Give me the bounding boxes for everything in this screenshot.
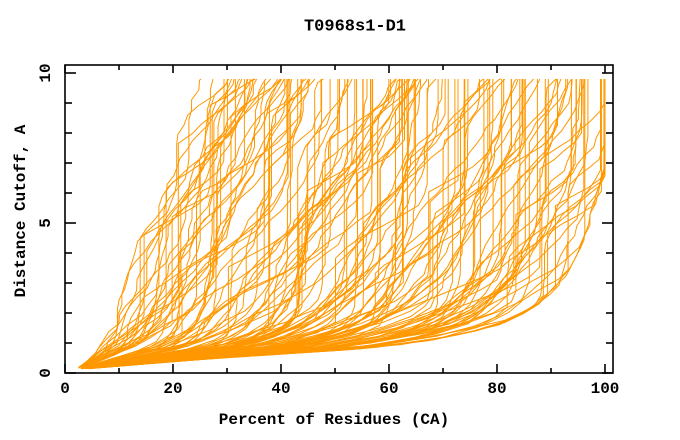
model-curves	[78, 78, 606, 370]
model-curve	[117, 79, 480, 365]
x-tick-label: 60	[379, 380, 399, 398]
model-curve	[124, 79, 526, 366]
model-curve	[92, 78, 562, 369]
model-curve	[105, 78, 534, 368]
model-curve	[106, 79, 505, 367]
model-curve	[85, 79, 390, 369]
model-curve	[131, 79, 605, 366]
y-tick-label: 5	[37, 218, 55, 228]
model-curve	[98, 79, 309, 366]
model-curve	[89, 79, 512, 370]
model-curve	[92, 78, 419, 368]
x-tick-label: 40	[271, 380, 291, 398]
model-curve	[85, 78, 278, 367]
model-curve	[95, 78, 232, 365]
model-curve	[78, 78, 258, 369]
model-curve	[81, 78, 229, 367]
model-curve	[92, 78, 558, 369]
model-curve	[83, 78, 307, 369]
model-curve	[98, 78, 304, 366]
model-curve	[107, 79, 586, 367]
model-curve	[88, 78, 271, 366]
model-curve	[100, 78, 397, 366]
model-curve	[97, 78, 411, 367]
model-curve	[93, 79, 567, 369]
x-tick-label: 0	[60, 380, 70, 398]
model-curve	[90, 79, 601, 369]
model-curve	[82, 79, 289, 369]
model-curve	[90, 79, 392, 368]
model-curve	[87, 79, 485, 369]
model-curve	[93, 78, 293, 366]
model-curve	[119, 78, 573, 367]
model-curve	[78, 78, 230, 368]
model-curve	[98, 78, 428, 368]
model-curve	[103, 79, 364, 365]
model-curve	[82, 79, 251, 366]
model-curve	[99, 78, 401, 365]
model-curve	[123, 79, 569, 366]
model-curve	[82, 79, 254, 370]
axis-box	[64, 64, 614, 374]
axis-ticks	[64, 65, 613, 374]
model-curve	[83, 78, 241, 367]
model-curve	[99, 79, 403, 368]
model-curve	[85, 78, 249, 366]
model-curve	[94, 79, 409, 368]
model-curve	[103, 79, 405, 365]
model-curve	[121, 78, 557, 366]
x-tick-label: 100	[590, 380, 620, 398]
model-curve	[84, 78, 290, 367]
model-curve	[96, 79, 358, 367]
x-axis-label: Percent of Residues (CA)	[218, 411, 450, 429]
model-curve	[120, 79, 546, 367]
model-curve	[81, 79, 214, 370]
model-curve	[97, 79, 572, 368]
model-curve	[118, 79, 469, 365]
model-curve	[99, 79, 573, 368]
model-curve	[98, 79, 421, 367]
model-curve	[117, 79, 602, 367]
model-curve	[105, 79, 443, 366]
model-curve	[81, 78, 235, 368]
model-curve	[107, 79, 459, 367]
model-curve	[90, 78, 267, 365]
model-curve	[110, 79, 416, 366]
x-tick-label: 80	[487, 380, 507, 398]
model-curve	[91, 79, 586, 369]
x-tick-label: 20	[163, 380, 183, 398]
chart-title: T0968s1-D1	[303, 17, 407, 37]
model-curve	[91, 78, 346, 368]
model-curve	[90, 79, 302, 367]
model-curve	[101, 79, 538, 368]
model-curve	[81, 78, 282, 370]
y-axis-label: Distance Cutoff, A	[12, 124, 30, 298]
model-curve	[91, 79, 585, 369]
model-curve	[82, 78, 256, 365]
model-curve	[81, 78, 324, 370]
model-curve	[86, 79, 439, 370]
model-curve	[94, 79, 282, 366]
model-curve	[84, 79, 291, 369]
model-curve	[96, 78, 417, 368]
y-tick-label: 0	[37, 368, 55, 378]
model-curve	[86, 78, 311, 369]
model-curve	[107, 79, 408, 366]
model-curve	[84, 79, 491, 370]
model-curve	[101, 79, 404, 367]
model-curve	[99, 79, 348, 367]
model-curve	[84, 79, 286, 367]
model-curve	[86, 78, 401, 369]
model-curve	[92, 78, 490, 369]
model-curve	[108, 79, 577, 368]
model-curve	[80, 79, 302, 369]
y-tick-label: 10	[37, 63, 55, 83]
model-curve	[83, 78, 243, 367]
model-curve	[116, 79, 523, 365]
